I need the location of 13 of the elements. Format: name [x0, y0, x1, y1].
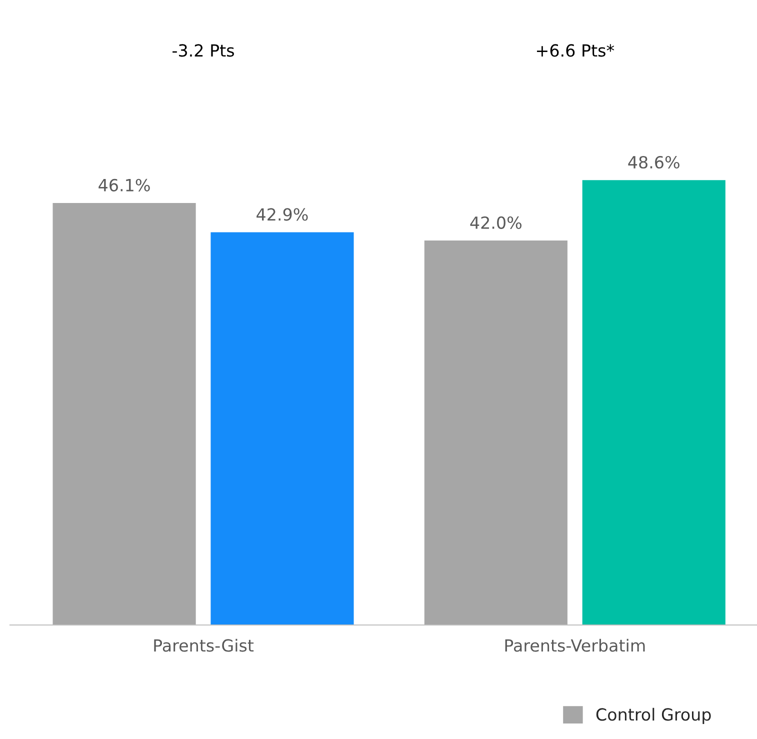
bar [582, 180, 726, 625]
bar [210, 232, 354, 625]
text: +6.6 Pts* [536, 44, 614, 57]
legend-label: Control Group [596, 708, 711, 724]
x-tick-label: Parents-Verbatim [505, 638, 645, 652]
data-label: 48.6% [628, 156, 680, 169]
data-label: 42.0% [470, 216, 522, 229]
data-label: 42.9% [256, 208, 308, 221]
data-label: 46.1% [98, 178, 150, 192]
bar [424, 240, 568, 625]
x-tick-label: Parents-Gist [154, 638, 254, 652]
bar [52, 203, 196, 625]
text: -3.2 Pts [172, 44, 234, 57]
